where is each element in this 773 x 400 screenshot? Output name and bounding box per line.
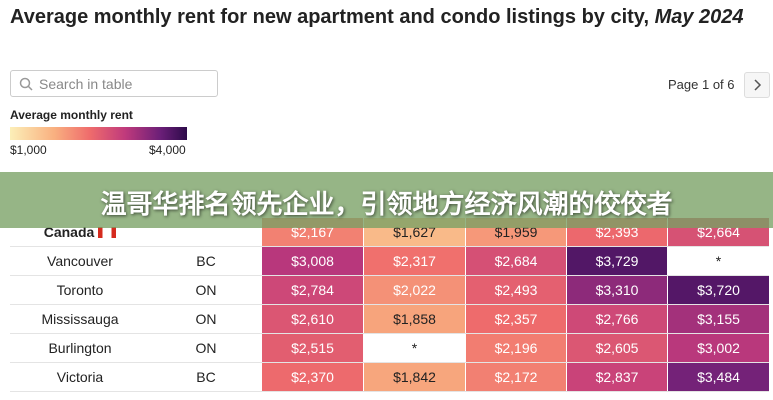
value-cell: $2,196 [466,334,566,362]
title-text: Average monthly rent for new apartment a… [10,6,655,28]
value-cell: $3,720 [668,276,769,304]
province: ON [195,311,217,327]
value-cell: $2,370 [262,363,363,391]
value-cell: $2,022 [364,276,465,304]
value-cell: $2,837 [567,363,667,391]
city-name: Canada [43,224,95,240]
value-cell: $2,684 [466,247,566,275]
table-row: Mississauga ON $2,610 $1,858 $2,357 $2,766 $3,… [10,305,769,334]
value-cell: * [364,334,465,362]
table-row: Toronto ON $2,784 $2,022 $2,493 $3,310 $3,720 [10,276,769,305]
value-cell: $1,858 [364,305,465,333]
legend-gradient [10,127,187,140]
next-page-button[interactable] [744,72,770,98]
page-label: Page 1 of 6 [668,77,735,92]
value-cell: $2,610 [262,305,363,333]
value-cell: $2,317 [364,247,465,275]
search-placeholder: Search in table [39,76,133,92]
value-cell: $2,784 [262,276,363,304]
city: Victoria [10,363,150,391]
city-name: Victoria [56,369,104,385]
legend-title: Average monthly rent [10,108,133,122]
city-name: Burlington [48,340,112,356]
legend-min: $1,000 [10,143,47,157]
province: BC [196,369,216,385]
value-cell: $3,002 [668,334,769,362]
city-name: Toronto [56,282,104,298]
value-cell: $3,310 [567,276,667,304]
city: Toronto [10,276,150,304]
value-cell: $2,515 [262,334,363,362]
value-cell: $3,008 [262,247,363,275]
city-name: Mississauga [41,311,119,327]
table-row: Victoria BC $2,370 $1,842 $2,172 $2,837 $3,484 [10,363,769,392]
value-cell: $3,729 [567,247,667,275]
flag-icon [98,227,117,238]
table-row: Vancouver BC $3,008 $2,317 $2,684 $3,729 * [10,247,769,276]
value-cell: $3,484 [668,363,769,391]
value-cell: $2,766 [567,305,667,333]
value-cell: $2,172 [466,363,566,391]
value-cell: $1,842 [364,363,465,391]
table-row: Burlington ON $2,515 * $2,196 $2,605 $3,002 [10,334,769,363]
banner-text: 温哥华排名领先企业，引领地方经济风潮的佼佼者 [100,190,673,220]
city: Burlington [10,334,150,362]
city-name: Vancouver [47,253,113,269]
province: BC [196,253,216,269]
title-date: May 2024 [654,6,744,28]
search-icon [19,77,33,91]
value-cell: $2,357 [466,305,566,333]
value-cell: $2,605 [567,334,667,362]
city: Canada [10,218,150,246]
banner: 温哥华排名领先企业，引领地方经济风潮的佼佼者 [0,172,773,228]
legend-max: $4,000 [149,143,186,157]
city: Vancouver [10,247,150,275]
city: Mississauga [10,305,150,333]
title: Average monthly rent for new apartment a… [10,4,760,31]
search-box[interactable]: Search in table [10,70,218,97]
value-cell: $3,155 [668,305,769,333]
next-icon [754,79,762,91]
province: ON [195,282,217,298]
value-cell: * [668,247,769,275]
province: ON [195,340,217,356]
value-cell: $2,493 [466,276,566,304]
